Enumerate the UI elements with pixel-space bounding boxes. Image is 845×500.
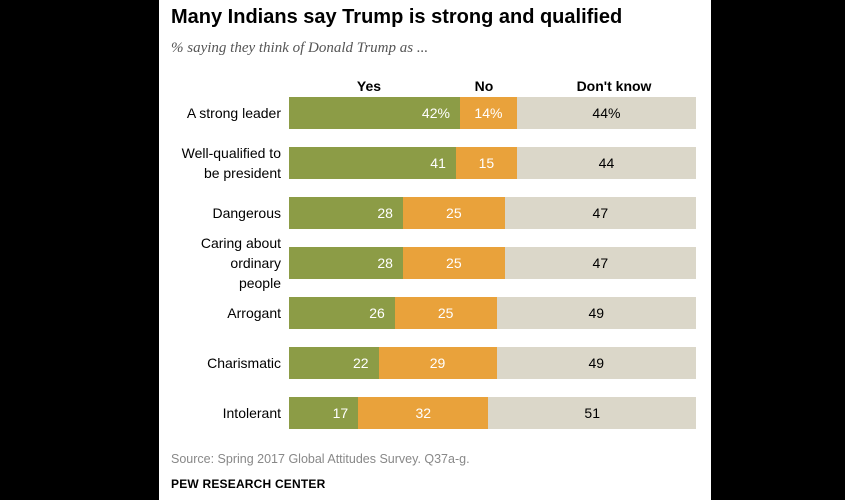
data-label: 51 — [584, 405, 600, 421]
chart-panel: Many Indians say Trump is strong and qua… — [159, 0, 711, 500]
data-label: 47 — [592, 205, 609, 221]
row-label: Intolerant — [222, 405, 281, 421]
data-label: 47 — [592, 255, 609, 271]
bar-yes: 42% — [289, 97, 460, 129]
row-label: Dangerous — [212, 205, 282, 221]
legend-dont-know: Don't know — [576, 78, 652, 94]
data-label: 28 — [377, 205, 393, 221]
data-label: 29 — [429, 355, 446, 371]
chart-subtitle: % saying they think of Donald Trump as .… — [171, 40, 429, 56]
data-label: 15 — [478, 155, 495, 171]
bar-yes: 26 — [289, 297, 395, 329]
bar-dont-know: 47 — [504, 247, 696, 279]
bar-no: 29 — [378, 347, 497, 379]
bar-no: 32 — [358, 397, 489, 429]
bar-dont-know: 44% — [516, 97, 696, 129]
row-label: Well-qualified to be president — [181, 145, 281, 181]
source-note: Source: Spring 2017 Global Attitudes Sur… — [171, 452, 470, 466]
row-label: Caring about ordinary people — [200, 235, 281, 291]
bar-yes: 28 — [289, 197, 403, 229]
data-label: 49 — [588, 305, 605, 321]
row-label: Charismatic — [207, 355, 281, 371]
bar-yes: 41 — [289, 147, 456, 179]
bar-no: 25 — [402, 197, 505, 229]
legend-yes: Yes — [356, 78, 382, 94]
row-label: Arrogant — [227, 305, 281, 321]
bar-dont-know: 47 — [504, 197, 696, 229]
data-label: 22 — [352, 355, 369, 371]
data-label: 25 — [437, 305, 454, 321]
bar-no: 14% — [459, 97, 517, 129]
data-label: 17 — [332, 405, 349, 421]
bar-dont-know: 49 — [496, 297, 696, 329]
bar-dont-know: 49 — [496, 347, 696, 379]
footer-brand: PEW RESEARCH CENTER — [171, 477, 326, 491]
data-label: 44 — [598, 155, 615, 171]
bar-yes: 17 — [289, 397, 359, 429]
data-label: 26 — [369, 305, 385, 321]
data-label: 41 — [430, 155, 446, 171]
data-label: 44% — [592, 105, 621, 121]
bar-no: 25 — [394, 297, 497, 329]
row-label: A strong leader — [186, 105, 281, 121]
data-label: 14% — [474, 105, 503, 121]
data-label: 42% — [421, 105, 450, 121]
data-label: 25 — [446, 255, 462, 271]
bar-no: 25 — [402, 247, 505, 279]
data-label: 28 — [377, 255, 393, 271]
data-label: 32 — [415, 405, 432, 421]
data-label: 25 — [446, 205, 462, 221]
bar-no: 15 — [455, 147, 517, 179]
bar-yes: 22 — [289, 347, 379, 379]
legend-no: No — [474, 78, 494, 94]
bar-yes: 28 — [289, 247, 403, 279]
bar-dont-know: 44 — [516, 147, 696, 179]
data-label: 49 — [588, 355, 605, 371]
chart-title: Many Indians say Trump is strong and qua… — [171, 6, 623, 28]
bar-dont-know: 51 — [488, 397, 696, 429]
